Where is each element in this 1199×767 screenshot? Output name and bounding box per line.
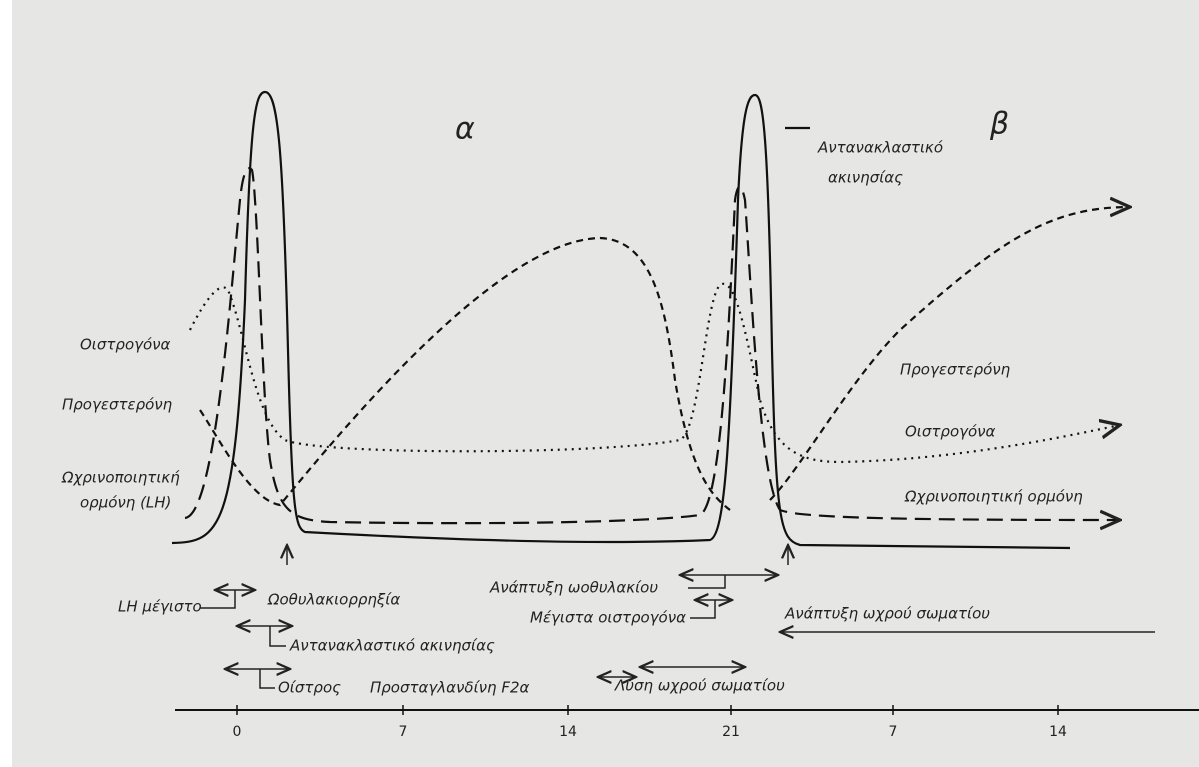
tick-label: 14 [559,724,577,740]
solid-curve [171,90,1071,550]
tick-label: 7 [399,724,408,740]
connector [259,669,275,689]
event-label: Μέγιστα οιστρογόνα [530,609,686,627]
curve-label: ορμόνη (LH) [80,494,171,512]
connector [269,626,286,647]
event-label: LH μέγιστο [118,598,202,616]
event-label: Οίστρος [278,679,341,697]
tick-label: 0 [233,724,242,740]
tick-label: 21 [722,724,740,740]
phase-label: β [989,107,1009,142]
event-label: Ανάπτυξη ωχρού σωματίου [784,605,990,623]
tick-label: 7 [889,724,898,740]
connector [200,590,236,609]
tick-label: 14 [1049,724,1067,740]
phase-label: α [455,112,475,147]
event-label: Προσταγλανδίνη F2α [370,679,530,697]
legend-label: ακινησίας [828,169,903,187]
connector [688,575,726,589]
lh-curve [184,167,1120,523]
curve-label: Ωχρινοποιητική [61,469,180,487]
connector [690,600,716,619]
event-label: Λύση ωχρού σωματίου [614,677,785,695]
margin [0,0,12,767]
curve-label: Οιστρογόνα [80,336,171,354]
event-label: Αντανακλαστικό ακινησίας [289,637,495,655]
curve-label: Οιστρογόνα [905,423,996,441]
axis-ticks: 0 7 14 21 7 14 [233,705,1067,740]
legend-label: Αντανακλαστικό [817,139,943,157]
event-label: Ωοθυλακιορρηξία [267,591,400,609]
progesterone-curve [199,236,731,511]
curve-label: Ωχρινοποιητική ορμόνη [904,488,1083,506]
curve-label: Προγεστερόνη [62,396,173,414]
curve-label: Προγεστερόνη [900,361,1011,379]
event-label: Ανάπτυξη ωοθυλακίου [489,579,658,597]
